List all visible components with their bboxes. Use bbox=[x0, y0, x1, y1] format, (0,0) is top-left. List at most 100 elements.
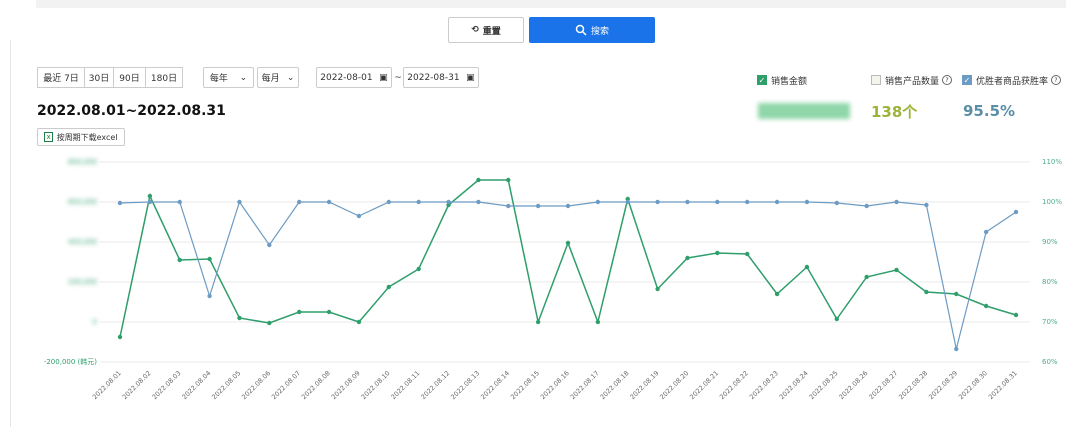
x-tick-label: 2022.08.31 bbox=[987, 369, 1019, 401]
point bbox=[924, 202, 929, 208]
point bbox=[326, 199, 332, 205]
point bbox=[535, 319, 541, 325]
point bbox=[476, 199, 481, 205]
x-tick-label: 2022.08.28 bbox=[897, 369, 929, 401]
reset-button[interactable]: ⟲ 重置 bbox=[448, 17, 524, 43]
point bbox=[625, 199, 630, 205]
point bbox=[356, 213, 362, 219]
x-tick-label: 2022.08.21 bbox=[688, 369, 720, 401]
x-tick-label: 2022.08.22 bbox=[718, 369, 750, 401]
point bbox=[147, 193, 153, 199]
point bbox=[177, 199, 182, 205]
y-tick-label: 600,000 bbox=[68, 198, 97, 206]
point bbox=[506, 177, 511, 183]
x-tick-label: 2022.08.02 bbox=[121, 369, 153, 401]
x-tick-label: 2022.08.25 bbox=[808, 369, 840, 401]
download-button[interactable]: x 按周期下载excel bbox=[37, 128, 125, 146]
search-label: 搜索 bbox=[590, 26, 609, 37]
x-tick-label: 2022.08.03 bbox=[151, 369, 183, 401]
point bbox=[237, 199, 242, 205]
point bbox=[297, 199, 302, 205]
y2-tick-label: 100% bbox=[1042, 198, 1062, 206]
legend-label: 销售金额 bbox=[771, 76, 808, 87]
x-tick-label: 2022.08.29 bbox=[927, 369, 959, 401]
y2-tick-label: 90% bbox=[1042, 238, 1058, 246]
point bbox=[834, 200, 839, 206]
x-tick-label: 2022.08.24 bbox=[778, 369, 810, 401]
x-tick-label: 2022.08.20 bbox=[658, 369, 690, 401]
y2-tick-label: 80% bbox=[1042, 278, 1058, 286]
legend-label: 优胜者商品获胜率 bbox=[976, 76, 1049, 87]
point bbox=[565, 203, 571, 209]
x-tick-label: 2022.08.09 bbox=[330, 369, 362, 401]
series-line bbox=[119, 200, 1017, 350]
point bbox=[715, 199, 720, 205]
point bbox=[983, 303, 989, 309]
x-tick-label: 2022.08.27 bbox=[867, 369, 899, 401]
point bbox=[416, 266, 421, 272]
point bbox=[386, 199, 391, 205]
x-tick-label: 2022.08.14 bbox=[479, 369, 511, 401]
point bbox=[326, 309, 332, 315]
point bbox=[416, 199, 421, 205]
date-to[interactable]: 2022-08-31 ▣ bbox=[403, 67, 479, 88]
point bbox=[745, 251, 750, 257]
y-tick-label: 400,000 bbox=[68, 238, 97, 246]
point bbox=[655, 199, 660, 205]
search-icon bbox=[575, 24, 587, 36]
point bbox=[267, 320, 272, 326]
point bbox=[207, 256, 212, 262]
point bbox=[117, 334, 123, 340]
point bbox=[1013, 209, 1019, 215]
x-tick-label: 2022.08.07 bbox=[270, 369, 302, 401]
range-button[interactable]: 30日 bbox=[84, 67, 114, 88]
checkbox[interactable]: ✓ bbox=[757, 75, 767, 85]
x-tick-label: 2022.08.18 bbox=[599, 369, 631, 401]
date-sep: ~ bbox=[394, 72, 402, 83]
point bbox=[715, 250, 720, 256]
point bbox=[894, 267, 899, 273]
range-button[interactable]: 180日 bbox=[145, 67, 183, 88]
year-select[interactable]: 每年 ⌄ bbox=[203, 67, 254, 88]
top-band bbox=[36, 0, 1066, 8]
year-label: 每年 bbox=[209, 74, 228, 84]
range-button[interactable]: 最近 7日 bbox=[37, 67, 85, 88]
x-tick-label: 2022.08.11 bbox=[390, 369, 422, 401]
point bbox=[595, 319, 601, 325]
y-tick-label: 200,000 bbox=[68, 278, 97, 286]
point bbox=[386, 284, 391, 290]
point bbox=[894, 199, 899, 205]
checkbox[interactable] bbox=[871, 75, 881, 85]
point bbox=[267, 242, 272, 248]
legend-winrate[interactable]: ✓ 优胜者商品获胜率? bbox=[962, 73, 1062, 87]
point bbox=[983, 229, 989, 235]
x-tick-label: 2022.08.01 bbox=[91, 369, 123, 401]
point bbox=[1013, 312, 1019, 318]
date-from[interactable]: 2022-08-01 ▣ bbox=[316, 67, 392, 88]
point bbox=[834, 316, 839, 322]
month-select[interactable]: 每月 ⌄ bbox=[257, 67, 299, 88]
search-button[interactable]: 搜索 bbox=[529, 17, 655, 43]
point bbox=[207, 293, 212, 299]
x-tick-label: 2022.08.05 bbox=[210, 369, 242, 401]
point bbox=[595, 199, 601, 205]
blurred-total bbox=[758, 103, 850, 119]
period-title: 2022.08.01~2022.08.31 bbox=[37, 103, 226, 119]
point bbox=[237, 315, 242, 321]
x-tick-label: 2022.08.10 bbox=[360, 369, 392, 401]
point bbox=[804, 199, 810, 205]
range-button[interactable]: 90日 bbox=[113, 67, 146, 88]
x-tick-label: 2022.08.13 bbox=[449, 369, 481, 401]
legend-count[interactable]: 销售产品数量? bbox=[871, 73, 953, 87]
y2-tick-label: 110% bbox=[1042, 158, 1062, 166]
x-tick-label: 2022.08.30 bbox=[957, 369, 989, 401]
point bbox=[297, 309, 302, 315]
reset-label: 重置 bbox=[482, 26, 501, 37]
point bbox=[655, 286, 660, 292]
checkbox[interactable]: ✓ bbox=[962, 75, 972, 85]
x-tick-label: 2022.08.23 bbox=[748, 369, 780, 401]
y-tick-label: 800,000 bbox=[68, 158, 97, 166]
legend-sales[interactable]: ✓ 销售金额 bbox=[757, 73, 807, 87]
x-tick-label: 2022.08.06 bbox=[240, 369, 272, 401]
y2-tick-label: 70% bbox=[1042, 318, 1058, 326]
